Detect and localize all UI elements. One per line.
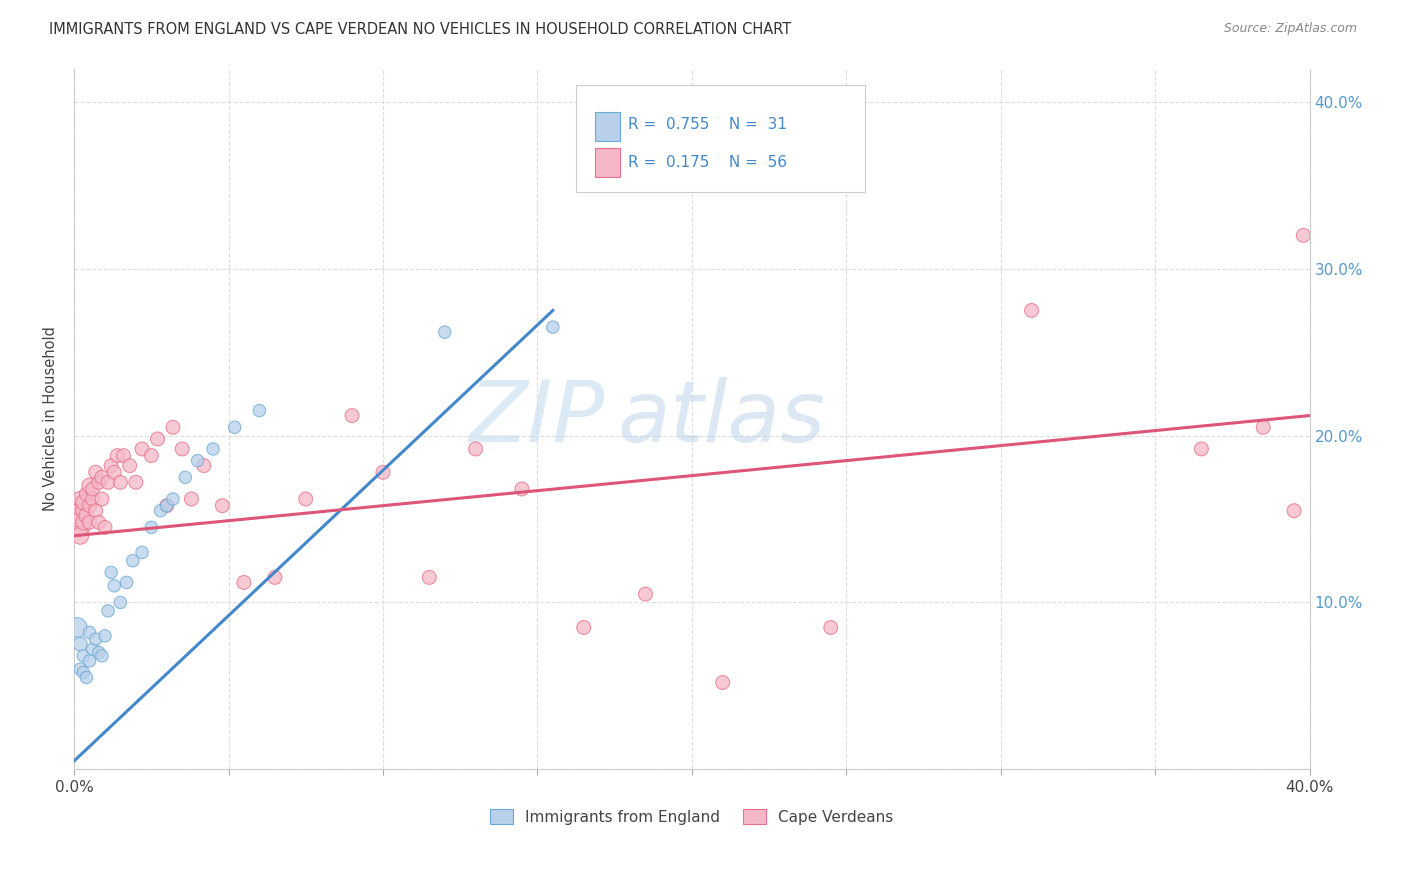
Point	[72, 516, 94, 530]
Point	[66, 516, 89, 530]
Point	[66, 499, 89, 513]
Point	[103, 465, 125, 479]
Point	[69, 662, 91, 676]
Point	[79, 654, 101, 668]
Point	[146, 432, 169, 446]
Point	[97, 604, 120, 618]
Point	[193, 458, 215, 473]
Point	[187, 453, 209, 467]
Point	[121, 554, 143, 568]
Point	[711, 675, 734, 690]
Point	[131, 442, 153, 456]
Point	[118, 458, 141, 473]
Point	[105, 449, 128, 463]
Legend: Immigrants from England, Cape Verdeans: Immigrants from England, Cape Verdeans	[491, 809, 894, 825]
Point	[156, 499, 179, 513]
Point	[84, 465, 107, 479]
Point	[72, 648, 94, 663]
Point	[464, 442, 486, 456]
Point	[90, 470, 112, 484]
Point	[141, 520, 163, 534]
Text: IMMIGRANTS FROM ENGLAND VS CAPE VERDEAN NO VEHICLES IN HOUSEHOLD CORRELATION CHA: IMMIGRANTS FROM ENGLAND VS CAPE VERDEAN …	[49, 22, 792, 37]
Point	[79, 516, 101, 530]
Text: R =  0.175    N =  56: R = 0.175 N = 56	[628, 155, 787, 169]
Point	[66, 620, 89, 634]
Point	[211, 499, 233, 513]
Point	[69, 529, 91, 543]
Point	[1292, 228, 1315, 243]
Point	[87, 475, 110, 490]
Point	[90, 648, 112, 663]
Point	[141, 449, 163, 463]
Point	[149, 504, 172, 518]
Point	[202, 442, 225, 456]
Point	[172, 442, 194, 456]
Point	[1021, 303, 1043, 318]
Point	[162, 420, 184, 434]
Y-axis label: No Vehicles in Household: No Vehicles in Household	[44, 326, 58, 511]
Point	[541, 320, 564, 334]
Point	[371, 465, 394, 479]
Point	[66, 508, 89, 523]
Point	[224, 420, 246, 434]
Point	[110, 595, 132, 609]
Point	[247, 403, 270, 417]
Point	[418, 570, 440, 584]
Point	[1251, 420, 1274, 434]
Point	[112, 449, 135, 463]
Point	[433, 325, 456, 339]
Point	[94, 520, 117, 534]
Point	[97, 475, 120, 490]
Point	[634, 587, 657, 601]
Point	[94, 629, 117, 643]
Text: atlas: atlas	[617, 377, 825, 460]
Point	[72, 495, 94, 509]
Point	[82, 491, 104, 506]
Point	[82, 642, 104, 657]
Point	[162, 491, 184, 506]
Point	[75, 508, 97, 523]
Point	[156, 499, 179, 513]
Point	[100, 566, 122, 580]
Point	[340, 409, 363, 423]
Point	[103, 579, 125, 593]
Point	[79, 478, 101, 492]
Point	[263, 570, 285, 584]
Point	[84, 504, 107, 518]
Text: ZIP: ZIP	[470, 377, 606, 460]
Text: R =  0.755    N =  31: R = 0.755 N = 31	[628, 118, 787, 132]
Point	[233, 575, 256, 590]
Point	[510, 482, 533, 496]
Point	[79, 499, 101, 513]
Point	[1282, 504, 1305, 518]
Point	[180, 491, 202, 506]
Point	[82, 482, 104, 496]
Point	[75, 671, 97, 685]
Point	[69, 491, 91, 506]
Point	[100, 458, 122, 473]
Point	[90, 491, 112, 506]
Point	[572, 620, 595, 634]
Point	[125, 475, 148, 490]
Point	[69, 637, 91, 651]
Point	[820, 620, 842, 634]
Point	[84, 632, 107, 647]
Point	[1189, 442, 1212, 456]
Point	[87, 646, 110, 660]
Point	[79, 625, 101, 640]
Point	[174, 470, 197, 484]
Point	[115, 575, 138, 590]
Text: Source: ZipAtlas.com: Source: ZipAtlas.com	[1223, 22, 1357, 36]
Point	[72, 665, 94, 680]
Point	[131, 545, 153, 559]
Point	[72, 504, 94, 518]
Point	[110, 475, 132, 490]
Point	[75, 487, 97, 501]
Point	[294, 491, 316, 506]
Point	[87, 516, 110, 530]
